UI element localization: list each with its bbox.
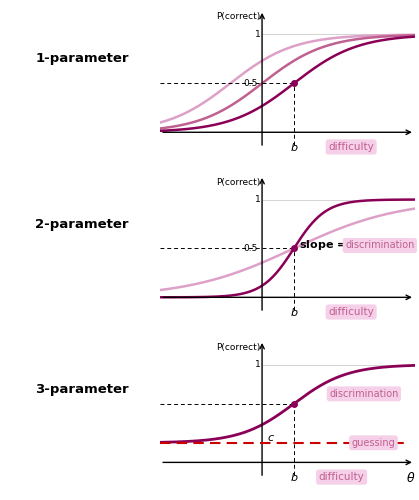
Text: 0.5: 0.5 [243,79,257,88]
Text: discrimination: discrimination [329,389,398,399]
Text: 3-parameter: 3-parameter [35,382,129,396]
Text: $c$: $c$ [267,433,275,443]
Text: 2-parameter: 2-parameter [36,218,129,230]
Text: 1: 1 [255,360,261,369]
Text: 1: 1 [255,195,261,204]
Text: P(correct): P(correct) [216,12,261,22]
Text: guessing: guessing [352,438,395,448]
Text: discrimination: discrimination [345,240,414,250]
Text: $b$: $b$ [290,306,298,318]
Text: difficulty: difficulty [328,307,374,317]
Text: 0.5: 0.5 [243,244,257,253]
Text: difficulty: difficulty [319,472,365,482]
Text: difficulty: difficulty [328,142,374,152]
Text: $b$: $b$ [290,471,298,483]
Text: slope = $a$: slope = $a$ [299,238,357,252]
Text: $\theta$: $\theta$ [406,471,415,485]
Text: P(correct): P(correct) [216,178,261,186]
Text: P(correct): P(correct) [216,342,261,351]
Text: 1: 1 [255,30,261,39]
Text: 1-parameter: 1-parameter [36,52,129,66]
Text: $b$: $b$ [290,141,298,153]
